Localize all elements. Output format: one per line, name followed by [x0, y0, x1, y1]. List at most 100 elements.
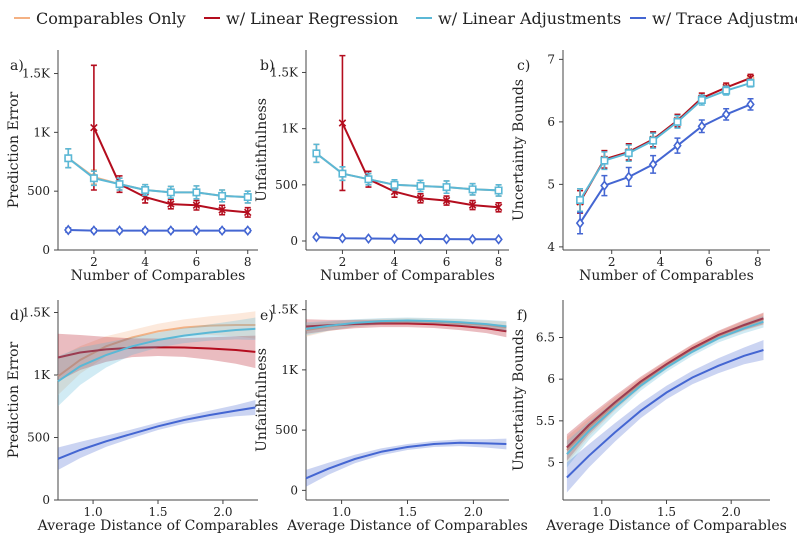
data-point — [338, 169, 347, 178]
data-point — [243, 193, 252, 202]
series-w-linear-adjustments — [64, 148, 252, 204]
legend-item-w-linear-regression: w/ Linear Regression — [204, 9, 398, 28]
data-point — [192, 201, 201, 210]
y-tick-label: 1K — [33, 125, 51, 139]
confidence-band — [566, 315, 764, 468]
series-w-trace-adjustment — [64, 224, 252, 237]
y-axis-label: Unfaithfulness — [254, 98, 270, 202]
data-point — [89, 225, 99, 237]
data-point — [746, 98, 755, 110]
legend-label: w/ Trace Adjustment — [652, 9, 797, 28]
confidence-band — [306, 438, 507, 487]
data-point — [390, 180, 399, 189]
series-line — [305, 319, 507, 330]
data-point — [494, 186, 503, 195]
y-axis-label: Prediction Error — [6, 341, 22, 458]
series-w-trace-adjustment — [57, 400, 256, 470]
x-axis-label: Average Distance of Comparables — [37, 518, 279, 534]
x-tick-label: 2.0 — [213, 505, 232, 519]
legend-item-comparables-only: Comparables Only — [14, 9, 186, 28]
series-w-linear-regression — [57, 333, 256, 382]
series-w-trace-adjustment — [575, 97, 755, 235]
data-point — [624, 171, 633, 183]
panel-label: a) — [10, 58, 24, 74]
y-tick-label: 1K — [33, 368, 51, 382]
data-point — [494, 233, 503, 245]
y-tick-label: 1K — [281, 363, 299, 377]
data-point — [649, 136, 658, 145]
y-tick-label: 500 — [275, 178, 298, 192]
series-line — [566, 320, 764, 455]
series-line — [57, 406, 256, 460]
plot-area — [312, 54, 503, 245]
y-tick-label: 500 — [275, 423, 298, 437]
series-line — [579, 82, 751, 201]
x-tick-label: 1.0 — [332, 505, 351, 519]
panel-label: b) — [260, 58, 274, 74]
data-point — [364, 175, 373, 184]
data-point — [217, 225, 227, 237]
data-point — [390, 233, 399, 245]
data-point — [416, 194, 425, 203]
data-point — [364, 233, 373, 245]
y-tick-label: 0 — [42, 243, 50, 257]
y-tick-label: 5 — [547, 456, 555, 470]
x-tick-label: 4 — [657, 255, 665, 269]
data-point — [141, 186, 150, 194]
data-point — [192, 225, 201, 237]
data-point — [218, 191, 227, 200]
series-line — [315, 152, 499, 192]
series-w-trace-adjustment — [566, 340, 764, 493]
y-axis-label: Unfaithfulness — [254, 348, 270, 452]
series-line — [57, 346, 256, 359]
data-point — [166, 188, 175, 197]
series-w-linear-adjustments — [566, 315, 764, 468]
data-point — [721, 108, 731, 120]
data-point — [64, 154, 73, 163]
y-tick-label: 6 — [547, 115, 555, 129]
data-point — [338, 232, 347, 244]
data-point — [442, 196, 451, 205]
legend-item-w-linear-adjustments: w/ Linear Adjustments — [416, 9, 621, 28]
panel-label: c) — [517, 58, 530, 74]
data-point — [697, 96, 706, 104]
x-tick-label: 4 — [391, 255, 399, 269]
x-tick-label: 2 — [90, 255, 98, 269]
y-tick-label: 1.5K — [22, 67, 51, 81]
data-point — [494, 203, 503, 212]
y-tick-label: 1K — [281, 122, 299, 136]
data-point — [338, 119, 347, 127]
y-tick-label: 7 — [547, 52, 555, 66]
x-tick-label: 1.5 — [148, 505, 167, 519]
data-point — [673, 140, 682, 152]
confidence-band — [566, 312, 764, 461]
plot-area — [575, 73, 755, 235]
y-tick-label: 500 — [27, 184, 50, 198]
data-point — [115, 225, 124, 237]
data-point — [243, 225, 252, 237]
data-point — [673, 117, 682, 126]
legend-label: w/ Linear Adjustments — [438, 9, 621, 28]
y-axis-label: Uncertainty Bounds — [511, 329, 527, 471]
data-point — [468, 185, 477, 194]
y-tick-label: 6 — [547, 372, 555, 386]
plot-area — [305, 317, 507, 487]
data-point — [624, 149, 633, 158]
x-tick-label: 6 — [443, 255, 451, 269]
y-tick-label: 6.5 — [536, 331, 555, 345]
plot-area — [566, 312, 764, 493]
x-tick-label: 6 — [193, 255, 201, 269]
x-axis-label: Number of Comparables — [320, 268, 495, 284]
data-point — [746, 79, 755, 88]
x-tick-label: 8 — [244, 255, 252, 269]
x-axis-label: Average Distance of Comparables — [286, 518, 528, 534]
data-point — [416, 181, 425, 190]
series-line — [566, 349, 764, 479]
plot-area — [64, 64, 252, 237]
data-point — [192, 188, 201, 197]
legend: Comparables Only w/ Linear Regression w/ L… — [14, 9, 797, 28]
